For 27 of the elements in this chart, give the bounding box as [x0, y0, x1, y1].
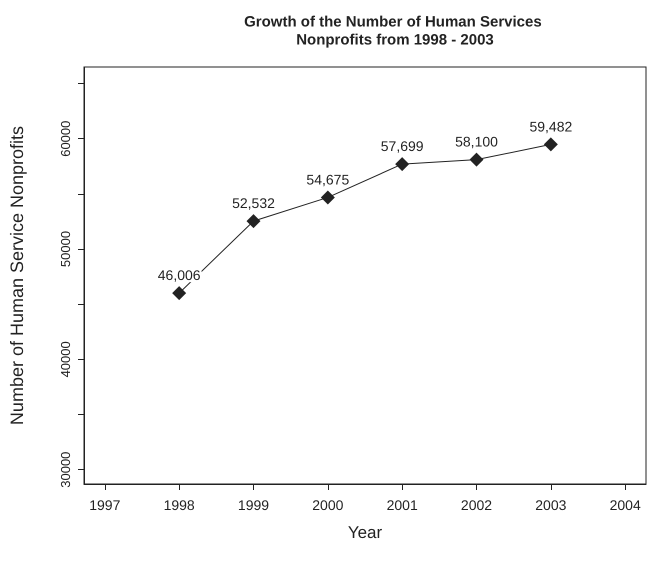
y-axis-title: Number of Human Service Nonprofits [7, 126, 27, 426]
data-label: 57,699 [380, 138, 424, 154]
x-tick-label: 2002 [460, 497, 492, 513]
point [395, 157, 410, 172]
x-tick-label: 1998 [164, 497, 195, 513]
point [172, 286, 186, 300]
chart-title: Growth of the Number of Human Services Nonprofits from 1998 - 2003 [244, 14, 546, 48]
point [470, 152, 484, 167]
y-tick-label: 50000 [58, 230, 73, 268]
y-tick-label: 60000 [58, 120, 73, 157]
point [320, 190, 335, 204]
data-label: 59,482 [529, 118, 572, 134]
y-tick-label: 30000 [58, 452, 73, 488]
x-axis-title: Year [348, 523, 383, 542]
point [246, 214, 260, 228]
x-tick-label: 2004 [610, 497, 641, 513]
x-tick-label: 1997 [89, 497, 121, 513]
x-tick-label: 2000 [312, 497, 344, 513]
x-tick-label: 2001 [386, 497, 418, 513]
data-label: 52,532 [232, 195, 276, 212]
y-tick-label: 40000 [58, 341, 73, 378]
data-label: 46,006 [158, 267, 201, 284]
point [544, 137, 558, 152]
x-tick-label: 2003 [535, 497, 567, 513]
x-tick-label: 1999 [238, 497, 270, 513]
data-label: 54,675 [306, 171, 350, 188]
data-label: 58,100 [455, 134, 498, 150]
